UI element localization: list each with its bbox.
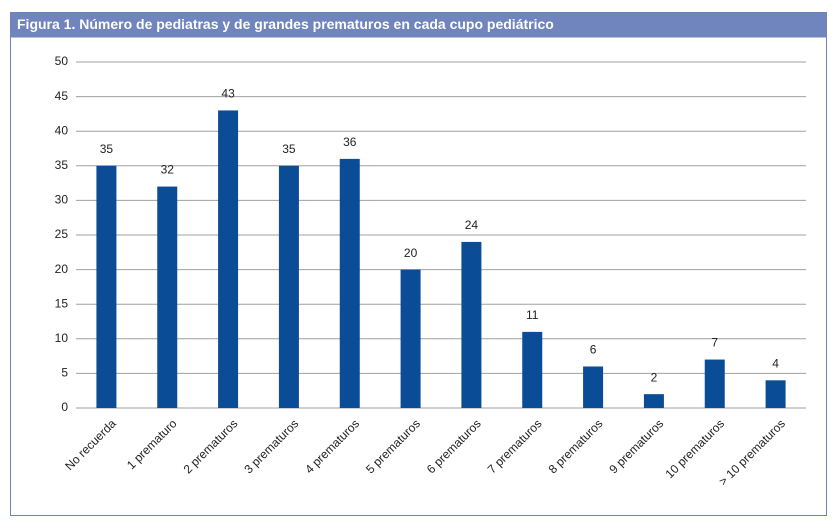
data-label: 6 bbox=[590, 343, 597, 357]
data-label: 35 bbox=[282, 142, 296, 156]
bar bbox=[765, 380, 786, 408]
bar bbox=[278, 165, 299, 408]
data-label: 20 bbox=[404, 246, 418, 260]
bar bbox=[461, 241, 482, 408]
data-label: 7 bbox=[711, 336, 718, 350]
y-tick-label: 50 bbox=[55, 54, 69, 68]
y-tick-label: 10 bbox=[55, 331, 69, 345]
y-tick-label: 15 bbox=[55, 296, 69, 310]
header-band bbox=[10, 12, 827, 38]
y-tick-label: 30 bbox=[55, 193, 69, 207]
data-label: 11 bbox=[526, 308, 539, 322]
bar bbox=[522, 331, 543, 408]
bar bbox=[218, 110, 239, 408]
bar bbox=[157, 186, 178, 408]
data-label: 32 bbox=[161, 163, 175, 177]
data-label: 24 bbox=[465, 218, 479, 232]
bar bbox=[704, 359, 725, 408]
y-tick-label: 20 bbox=[55, 262, 69, 276]
data-label: 4 bbox=[772, 356, 779, 370]
y-tick-label: 45 bbox=[55, 89, 69, 103]
chart-title: Figura 1. Número de pediatras y de grand… bbox=[17, 16, 554, 32]
data-label: 43 bbox=[221, 87, 235, 101]
y-tick-label: 5 bbox=[61, 366, 68, 380]
data-label: 36 bbox=[343, 135, 357, 149]
bar bbox=[96, 165, 117, 408]
y-tick-label: 35 bbox=[55, 158, 69, 172]
data-label: 2 bbox=[651, 370, 658, 384]
bar bbox=[643, 394, 664, 408]
data-label: 35 bbox=[100, 142, 114, 156]
y-tick-label: 25 bbox=[55, 227, 69, 241]
y-tick-label: 0 bbox=[61, 400, 68, 414]
bar bbox=[400, 269, 421, 408]
bar bbox=[339, 158, 360, 408]
bar bbox=[583, 366, 604, 408]
y-tick-label: 40 bbox=[55, 123, 69, 137]
